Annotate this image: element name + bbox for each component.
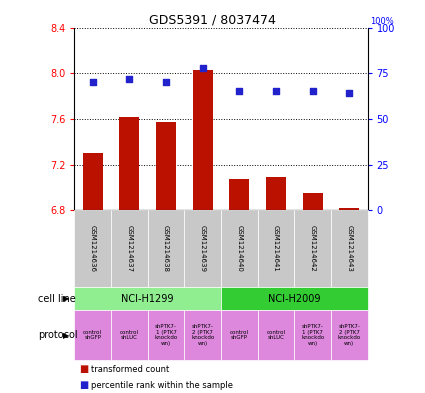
- Point: [236, 88, 243, 95]
- Text: ▶: ▶: [62, 331, 69, 340]
- Text: shPTK7-
2 (PTK7
knockdo
wn): shPTK7- 2 (PTK7 knockdo wn): [338, 324, 361, 346]
- Bar: [193, 70, 213, 210]
- Text: ▶: ▶: [62, 294, 69, 303]
- Text: GSM1214639: GSM1214639: [200, 225, 206, 272]
- Text: GSM1214636: GSM1214636: [90, 225, 96, 272]
- Text: transformed count: transformed count: [91, 365, 170, 374]
- Bar: [82, 153, 103, 210]
- Bar: [339, 208, 360, 210]
- Text: cell line: cell line: [38, 294, 76, 304]
- Text: GDS5391 / 8037474: GDS5391 / 8037474: [149, 14, 276, 27]
- Point: [163, 79, 170, 85]
- Point: [89, 79, 96, 85]
- Text: control
shLUC: control shLUC: [120, 330, 139, 340]
- Text: shPTK7-
2 (PTK7
knockdo
wn): shPTK7- 2 (PTK7 knockdo wn): [191, 324, 214, 346]
- Text: GSM1214642: GSM1214642: [310, 225, 316, 272]
- Text: ■: ■: [79, 380, 88, 390]
- Bar: [266, 177, 286, 210]
- Text: control
shLUC: control shLUC: [266, 330, 286, 340]
- Text: ■: ■: [79, 364, 88, 375]
- Text: control
shGFP: control shGFP: [230, 330, 249, 340]
- Point: [272, 88, 279, 95]
- Text: GSM1214637: GSM1214637: [126, 225, 132, 272]
- Text: GSM1214640: GSM1214640: [236, 225, 242, 272]
- Text: GSM1214643: GSM1214643: [346, 225, 352, 272]
- Point: [126, 75, 133, 82]
- Text: GSM1214638: GSM1214638: [163, 225, 169, 272]
- Text: NCI-H1299: NCI-H1299: [122, 294, 174, 304]
- Text: control
shGFP: control shGFP: [83, 330, 102, 340]
- Text: NCI-H2009: NCI-H2009: [268, 294, 320, 304]
- Point: [346, 90, 353, 96]
- Point: [309, 88, 316, 95]
- Text: GSM1214641: GSM1214641: [273, 225, 279, 272]
- Bar: [303, 193, 323, 210]
- Point: [199, 64, 206, 71]
- Text: shPTK7-
1 (PTK7
knockdo
wn): shPTK7- 1 (PTK7 knockdo wn): [301, 324, 324, 346]
- Text: shPTK7-
1 (PTK7
knockdo
wn): shPTK7- 1 (PTK7 knockdo wn): [154, 324, 178, 346]
- Bar: [156, 122, 176, 210]
- Text: protocol: protocol: [38, 330, 78, 340]
- Bar: [119, 117, 139, 210]
- Text: percentile rank within the sample: percentile rank within the sample: [91, 381, 233, 389]
- Bar: [229, 180, 249, 210]
- Text: 100%: 100%: [370, 17, 394, 26]
